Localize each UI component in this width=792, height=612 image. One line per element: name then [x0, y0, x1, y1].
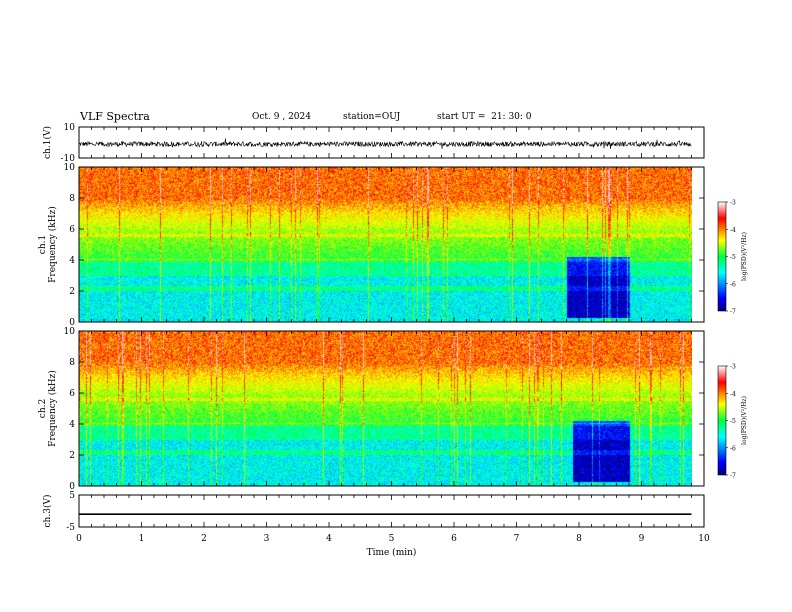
ch3-y-tick-label: -5	[66, 523, 75, 533]
ch2-colorbar	[717, 365, 727, 476]
x-tick-label: 1	[139, 534, 145, 544]
ch2-spectrogram-ylabel: ch.2	[38, 399, 48, 418]
ch2-spec-y-tick-label: 0	[69, 482, 75, 492]
colorbar-tick-label: -3	[730, 364, 736, 371]
colorbar-tick-label: -6	[730, 281, 736, 288]
figure-title: VLF Spectra	[80, 110, 150, 123]
ch3-waveform-ylabel: ch.3(V)	[42, 495, 53, 528]
start-ut-label: start UT = 21: 30: 0	[437, 112, 532, 122]
ch3-y-tick-label: 5	[69, 491, 75, 501]
ch1-spectrogram-ylabel: Frequency (kHz)	[47, 206, 58, 283]
colorbar-label: log(PSD)(V²/Hz)	[741, 232, 748, 281]
ch1-waveform-line	[78, 138, 692, 150]
ch2-spec-y-tick-label: 2	[69, 451, 75, 461]
colorbar-label: log(PSD)(V²/Hz)	[741, 396, 748, 445]
ch1-spec-y-tick-label: 2	[69, 287, 75, 297]
ch1-waveform-ylabel: ch.1(V)	[42, 126, 53, 159]
colorbar-tick-label: -5	[730, 254, 736, 261]
ch1-spec-y-tick-label: 10	[64, 163, 76, 173]
ch2-spec-y-tick-label: 6	[69, 389, 75, 399]
ch1-spec-y-tick-label: 6	[69, 225, 75, 235]
ch1-colorbar	[717, 201, 727, 312]
x-tick-label: 7	[514, 534, 520, 544]
ch2-spectrogram-image	[79, 331, 692, 486]
x-tick-label: 5	[389, 534, 395, 544]
ch2-spec-y-tick-label: 8	[69, 358, 75, 368]
colorbar-tick-label: -7	[730, 473, 736, 480]
colorbar-tick-label: -4	[730, 391, 736, 398]
colorbar-tick-label: -3	[730, 200, 736, 207]
x-tick-label: 4	[326, 534, 332, 544]
station-label: station=OUJ	[343, 112, 401, 122]
ch2-spectrogram-ylabel: Frequency (kHz)	[47, 370, 58, 447]
ch1-spectrogram-ylabel: ch.1	[38, 235, 48, 254]
x-tick-label: 10	[698, 534, 710, 544]
date-label: Oct. 9 , 2024	[252, 112, 311, 122]
ch1-spec-y-tick-label: 0	[69, 318, 75, 328]
ch1-spectrogram-image	[79, 167, 692, 322]
colorbar-tick-label: -5	[730, 418, 736, 425]
ch1-spec-y-tick-label: 8	[69, 194, 75, 204]
ch2-spec-y-tick-label: 4	[69, 420, 75, 430]
x-tick-label: 0	[76, 534, 82, 544]
ch2-spec-y-tick-label: 10	[64, 327, 76, 337]
x-tick-label: 2	[201, 534, 207, 544]
ch1-y-tick-label: -10	[61, 154, 76, 164]
x-tick-label: 6	[451, 534, 457, 544]
colorbar-tick-label: -4	[730, 227, 736, 234]
x-axis-label: Time (min)	[367, 547, 417, 558]
x-tick-label: 9	[639, 534, 645, 544]
ch1-y-tick-label: 10	[64, 123, 76, 133]
colorbar-tick-label: -6	[730, 445, 736, 452]
colorbar-tick-label: -7	[730, 309, 736, 316]
ch1-spec-y-tick-label: 4	[69, 256, 75, 266]
x-tick-label: 8	[576, 534, 582, 544]
x-tick-label: 3	[264, 534, 270, 544]
